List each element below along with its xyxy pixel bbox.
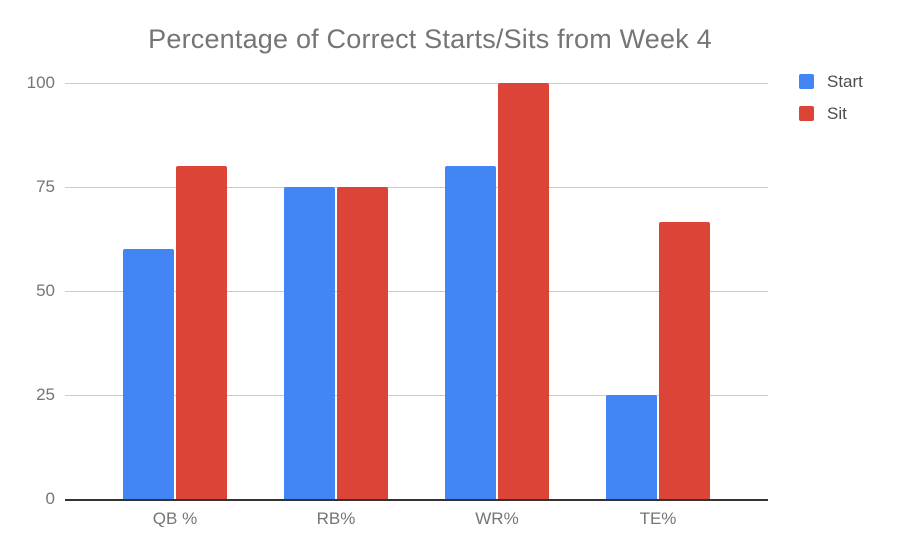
bar-sit-wr[interactable] bbox=[498, 83, 549, 499]
x-axis-tick-label: WR% bbox=[475, 509, 519, 528]
y-axis-tick-label: 50 bbox=[36, 281, 55, 300]
x-axis-tick-label: TE% bbox=[639, 509, 677, 528]
gridline bbox=[65, 186, 768, 188]
legend-item-sit: Sit bbox=[799, 104, 863, 123]
legend-label-sit: Sit bbox=[827, 104, 847, 123]
legend-item-start: Start bbox=[799, 72, 863, 91]
y-axis-tick-label: 75 bbox=[36, 177, 55, 196]
x-axis-baseline bbox=[65, 499, 768, 501]
x-axis-tick-label: QB % bbox=[152, 509, 198, 528]
bar-sit-rb[interactable] bbox=[337, 187, 388, 499]
y-axis-tick-label: 100 bbox=[26, 73, 55, 92]
bar-sit-te[interactable] bbox=[659, 221, 710, 499]
gridline bbox=[65, 82, 768, 84]
legend-swatch-sit-icon bbox=[799, 106, 814, 121]
gridline bbox=[65, 290, 768, 292]
chart-title: Percentage of Correct Starts/Sits from W… bbox=[148, 24, 712, 54]
legend-label-start: Start bbox=[827, 72, 863, 91]
bar-start-qb[interactable] bbox=[123, 249, 174, 499]
x-axis-tick-label: RB% bbox=[316, 509, 356, 528]
y-axis-tick-label: 0 bbox=[45, 489, 55, 508]
bar-sit-qb[interactable] bbox=[176, 166, 227, 499]
bar-start-wr[interactable] bbox=[445, 166, 496, 499]
bar-start-te[interactable] bbox=[606, 395, 657, 499]
y-axis-tick-label: 25 bbox=[36, 385, 55, 404]
gridline bbox=[65, 394, 768, 396]
legend: Start Sit bbox=[799, 72, 863, 123]
legend-swatch-start-icon bbox=[799, 74, 814, 89]
bar-start-rb[interactable] bbox=[284, 187, 335, 499]
